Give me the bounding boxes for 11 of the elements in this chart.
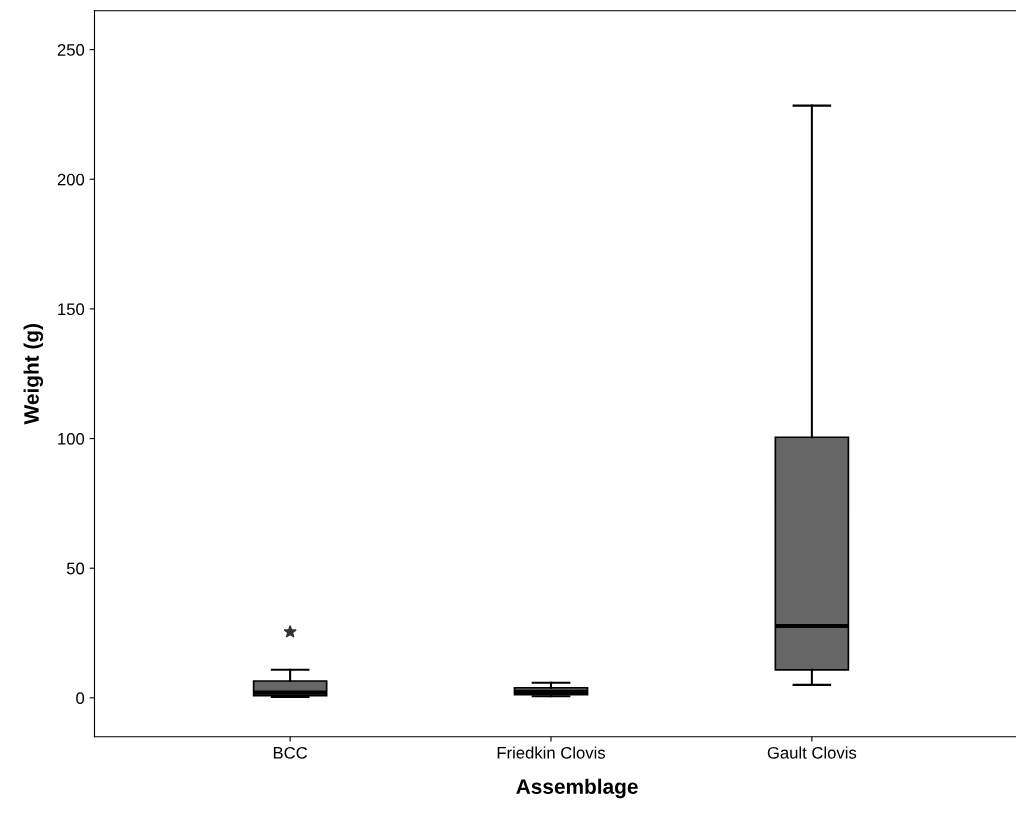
x-tick-label: Friedkin Clovis	[497, 746, 606, 759]
y-axis-title: Weight (g)	[23, 324, 44, 425]
x-tick-label: BCC	[273, 746, 308, 759]
y-tick-label: 100	[58, 432, 85, 445]
y-tick-label: 150	[58, 303, 85, 316]
y-tick-label: 50	[66, 562, 85, 575]
x-axis-title: Assemblage	[516, 778, 638, 799]
x-tick-label: Gault Clovis	[767, 746, 857, 759]
y-tick-label: 250	[57, 44, 85, 56]
y-tick-label: 200	[57, 173, 85, 186]
y-tick-label: 0	[76, 692, 85, 705]
